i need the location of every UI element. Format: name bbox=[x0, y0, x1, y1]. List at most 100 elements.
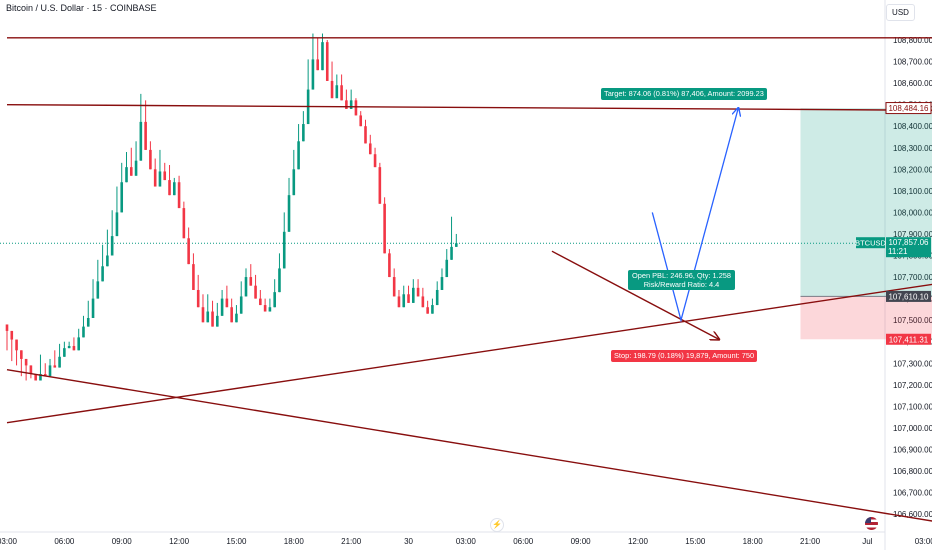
candle-body[interactable] bbox=[292, 169, 296, 196]
candle-body[interactable] bbox=[168, 180, 171, 196]
candle-body[interactable] bbox=[392, 277, 396, 297]
candle-body[interactable] bbox=[412, 287, 415, 303]
candle-body[interactable] bbox=[287, 195, 291, 232]
candle-body[interactable] bbox=[316, 59, 319, 71]
candle-body[interactable] bbox=[302, 124, 305, 142]
candle-body[interactable] bbox=[435, 289, 439, 306]
candle-body[interactable] bbox=[72, 346, 76, 351]
candle-body[interactable] bbox=[254, 285, 257, 299]
candle-body[interactable] bbox=[10, 330, 14, 340]
candle-body[interactable] bbox=[53, 365, 57, 368]
candle-body[interactable] bbox=[402, 294, 406, 308]
candle-body[interactable] bbox=[368, 143, 372, 155]
candle-body[interactable] bbox=[345, 100, 348, 109]
candle-body[interactable] bbox=[139, 121, 143, 161]
candle-body[interactable] bbox=[416, 287, 420, 297]
candle-body[interactable] bbox=[153, 169, 157, 187]
candle-body[interactable] bbox=[235, 313, 238, 323]
trendline-downtrend-arrow[interactable] bbox=[551, 250, 719, 339]
candle-body[interactable] bbox=[340, 85, 343, 101]
profit-zone[interactable] bbox=[800, 108, 932, 297]
candle-body[interactable] bbox=[225, 298, 229, 308]
trendline-rising-support[interactable] bbox=[6, 247, 932, 424]
candle-body[interactable] bbox=[144, 121, 147, 150]
candle-body[interactable] bbox=[187, 238, 190, 265]
trendline-resistance-upper[interactable] bbox=[6, 103, 932, 112]
loss-zone[interactable] bbox=[800, 296, 932, 340]
candle-body[interactable] bbox=[34, 374, 37, 381]
candle-body[interactable] bbox=[134, 160, 138, 176]
candle-body[interactable] bbox=[325, 42, 329, 81]
candle-body[interactable] bbox=[163, 171, 167, 181]
candle-body[interactable] bbox=[335, 85, 339, 99]
candle-body[interactable] bbox=[239, 296, 243, 314]
candle-body[interactable] bbox=[431, 305, 434, 314]
candle-body[interactable] bbox=[15, 339, 18, 351]
candle-body[interactable] bbox=[244, 277, 248, 297]
candle-body[interactable] bbox=[86, 317, 90, 327]
candle-body[interactable] bbox=[149, 149, 152, 170]
candle-body[interactable] bbox=[106, 255, 109, 267]
candle-body[interactable] bbox=[211, 311, 214, 327]
candle-body[interactable] bbox=[158, 171, 162, 187]
candle-body[interactable] bbox=[39, 374, 42, 381]
candle-body[interactable] bbox=[455, 243, 458, 247]
candle-body[interactable] bbox=[115, 212, 119, 237]
candle-body[interactable] bbox=[383, 203, 386, 254]
candle-body[interactable] bbox=[259, 298, 262, 306]
candle-body[interactable] bbox=[125, 167, 128, 183]
candle-body[interactable] bbox=[67, 346, 71, 349]
candle-body[interactable] bbox=[354, 100, 358, 116]
candle-body[interactable] bbox=[91, 298, 95, 318]
candle-body[interactable] bbox=[82, 326, 85, 338]
candle-body[interactable] bbox=[321, 42, 324, 71]
candle-body[interactable] bbox=[388, 253, 391, 278]
candle-body[interactable] bbox=[63, 348, 66, 357]
candle-body[interactable] bbox=[120, 182, 124, 213]
candle-body[interactable] bbox=[397, 296, 401, 308]
candle-body[interactable] bbox=[450, 246, 453, 260]
candle-body[interactable] bbox=[129, 167, 133, 176]
candle-body[interactable] bbox=[273, 292, 276, 308]
candle-body[interactable] bbox=[249, 277, 253, 286]
candle-body[interactable] bbox=[378, 167, 382, 204]
candle-body[interactable] bbox=[20, 350, 23, 359]
candle-body[interactable] bbox=[282, 231, 286, 269]
candle-body[interactable] bbox=[216, 315, 219, 327]
candle-body[interactable] bbox=[349, 100, 353, 109]
candle-body[interactable] bbox=[182, 208, 186, 239]
candle-body[interactable] bbox=[263, 305, 267, 312]
candle-body[interactable] bbox=[96, 281, 100, 299]
currency-button[interactable]: USD bbox=[886, 4, 915, 21]
candle-body[interactable] bbox=[364, 126, 367, 144]
lightning-icon[interactable]: ⚡ bbox=[490, 518, 504, 532]
candle-body[interactable] bbox=[230, 307, 233, 323]
candle-body[interactable] bbox=[201, 307, 205, 323]
trendline-falling-support[interactable] bbox=[6, 369, 932, 529]
candle-body[interactable] bbox=[421, 296, 425, 308]
candle-body[interactable] bbox=[101, 266, 104, 282]
candle-body[interactable] bbox=[48, 365, 52, 377]
candle-body[interactable] bbox=[5, 324, 9, 331]
candle-body[interactable] bbox=[330, 80, 334, 99]
candle-body[interactable] bbox=[192, 264, 195, 290]
candle-body[interactable] bbox=[77, 337, 80, 351]
symbol-title[interactable]: Bitcoin / U.S. Dollar · 15 · COINBASE bbox=[6, 3, 157, 13]
candle-body[interactable] bbox=[278, 268, 281, 293]
candle-body[interactable] bbox=[58, 356, 61, 368]
candle-body[interactable] bbox=[220, 298, 224, 316]
candle-body[interactable] bbox=[426, 307, 429, 314]
projection-path[interactable] bbox=[651, 108, 738, 323]
candle-body[interactable] bbox=[29, 365, 33, 375]
candle-body[interactable] bbox=[177, 182, 181, 209]
us-flag-icon[interactable] bbox=[865, 517, 878, 530]
candle-body[interactable] bbox=[311, 59, 315, 90]
candle-body[interactable] bbox=[268, 307, 272, 312]
candle-body[interactable] bbox=[43, 374, 47, 377]
candle-body[interactable] bbox=[407, 294, 410, 303]
candle-body[interactable] bbox=[24, 358, 28, 366]
candle-body[interactable] bbox=[196, 289, 200, 308]
candle-body[interactable] bbox=[373, 154, 377, 168]
candle-body[interactable] bbox=[440, 277, 444, 290]
